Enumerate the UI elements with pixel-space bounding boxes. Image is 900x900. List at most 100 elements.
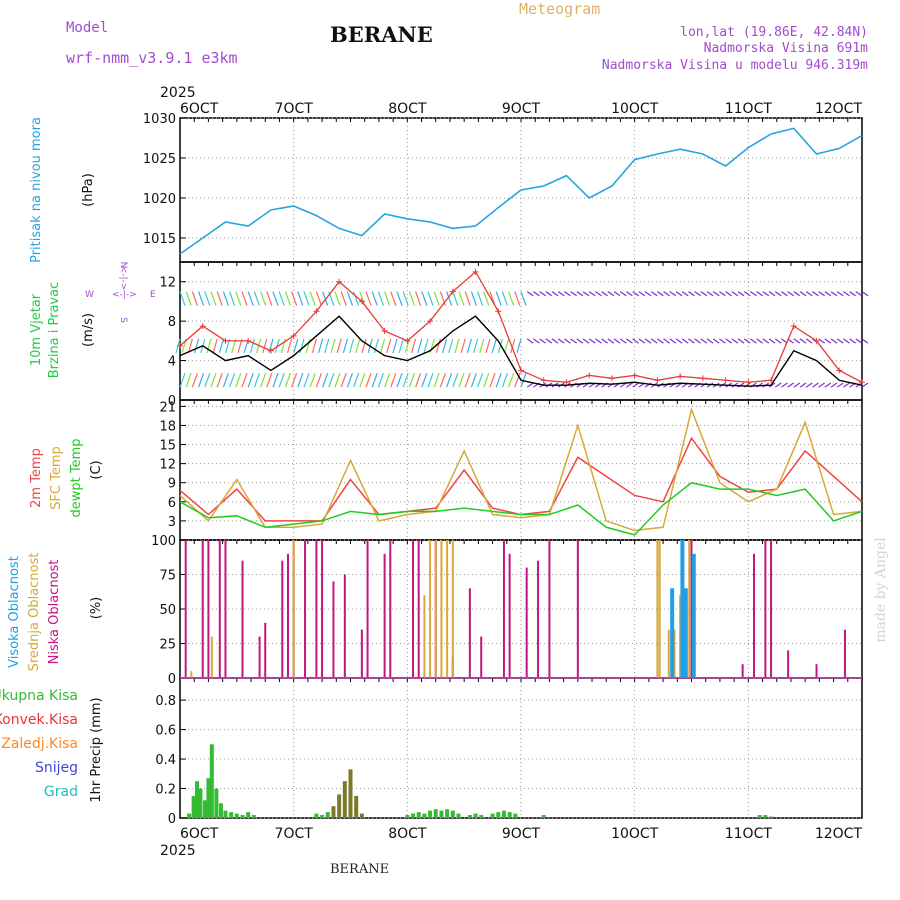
wind-barb [855, 338, 863, 344]
bottom-time-label: 10OCT [611, 826, 659, 842]
wind-barb [297, 291, 304, 306]
cloud-bar-low [480, 636, 483, 678]
wind-barb [365, 372, 372, 388]
wind-barb [216, 291, 223, 306]
wind-barb [349, 338, 355, 354]
wind-barb [805, 291, 813, 297]
wind-barb [340, 372, 347, 388]
precip-bar [450, 810, 455, 818]
cloud-bar-high [670, 588, 675, 678]
wind-barb [185, 372, 192, 388]
precip-bar [456, 813, 461, 818]
wind-barb [293, 338, 299, 354]
wind-barb [514, 291, 521, 306]
cloud-bar-mid [423, 595, 426, 678]
wind-barb [365, 291, 372, 306]
wind-barb [861, 382, 869, 388]
wind-barb [557, 338, 565, 344]
wind-barb [427, 372, 434, 388]
bottom-time-label: 12OCT [815, 826, 863, 842]
wind-barb [762, 338, 770, 344]
cloud-bar-low [224, 540, 227, 678]
wind-barb [353, 372, 360, 388]
wind-barb [477, 291, 484, 306]
wind-barb [483, 372, 490, 388]
y-tick-label: 0.8 [155, 694, 176, 709]
wind-barb [390, 291, 397, 306]
temp-axis-title-3: dewpt Temp [69, 438, 84, 517]
wind-barb [595, 338, 602, 344]
wind-barb [373, 338, 379, 354]
precip-bar [337, 794, 342, 818]
wind-barb [433, 372, 440, 388]
cloud-bar-mid [656, 540, 659, 678]
wind-barb [824, 382, 832, 388]
wind-barb [309, 372, 316, 388]
wind-barb [433, 291, 440, 306]
compass-ns-arrows: <-|-> [118, 266, 128, 291]
precip-bar [198, 788, 203, 818]
wind-barb [235, 372, 242, 388]
wind-barb [613, 338, 621, 344]
wind-barb [725, 338, 732, 344]
wind-barb [663, 291, 670, 297]
wind-barb [843, 291, 850, 297]
wind-barb [485, 338, 491, 354]
wind-barb [601, 291, 608, 297]
wind-barb [446, 372, 453, 388]
wind-barb [787, 291, 794, 297]
wind-barb [384, 291, 391, 306]
dewpoint-line [179, 481, 863, 536]
wind-barb [626, 291, 633, 297]
wind-barb [545, 291, 553, 297]
wind-barb [235, 291, 242, 306]
wind-unit: (m/s) [81, 313, 96, 347]
precip-bar [331, 806, 336, 818]
temp-axis-title-2: SFC Temp [49, 446, 64, 510]
wind-barb [510, 338, 516, 354]
wind-barb [483, 291, 490, 306]
wind-barb [539, 338, 546, 344]
y-tick-label: 4 [168, 355, 176, 370]
wind-barb [390, 372, 397, 388]
top-time-label: 8OCT [388, 101, 427, 117]
wind-barb [626, 382, 633, 388]
precip-bar [496, 812, 501, 818]
y-tick-label: 12 [159, 458, 176, 473]
y-tick-label: 1015 [143, 232, 176, 247]
compass-w: W [85, 290, 94, 300]
wind-barb [479, 338, 485, 354]
wind-barb [222, 291, 229, 306]
precip-bar [214, 788, 219, 818]
wind-barb [719, 291, 726, 297]
wind-barb [322, 372, 329, 388]
wind-barb [324, 338, 330, 354]
wind-barb [198, 372, 205, 388]
wind-barb [564, 291, 571, 297]
precip-bar [348, 769, 353, 818]
precip-legend-1: Konvek.Kisa [0, 712, 78, 728]
wind-barb [849, 291, 856, 297]
cloud-bar-low [264, 622, 267, 678]
wind-barb [346, 291, 353, 306]
wind-barb [272, 291, 279, 306]
wind-barb [638, 338, 646, 344]
cloud-bar-mid [440, 540, 443, 678]
precip-bar [218, 803, 223, 818]
wind-barb [336, 338, 342, 354]
wind-barb [595, 291, 602, 297]
wind-barb [576, 338, 584, 344]
bottom-time-label: 9OCT [502, 826, 541, 842]
wind-barb [849, 338, 856, 344]
wind-barb [191, 291, 198, 306]
top-time-label: 10OCT [611, 101, 659, 117]
wind-barb [855, 291, 863, 297]
wind-axis-title-1: 10m Vjetar [29, 293, 44, 366]
wind-barb [229, 291, 236, 306]
y-tick-label: 21 [159, 400, 176, 415]
wind-barb [284, 291, 291, 306]
y-tick-label: 9 [168, 477, 176, 492]
top-time-label: 6OCT [180, 101, 219, 117]
wind-barb [774, 338, 782, 344]
